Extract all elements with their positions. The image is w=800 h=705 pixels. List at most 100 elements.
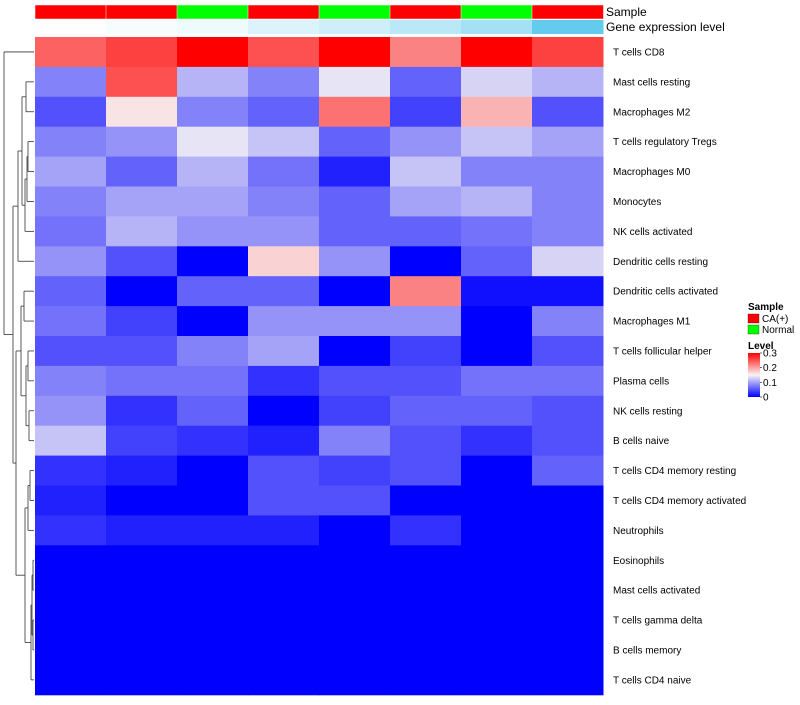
expression-annotation-bar [35, 20, 604, 34]
heatmap-cell [35, 66, 107, 98]
legend-swatch-normal [747, 324, 760, 335]
heatmap-cell [106, 425, 178, 457]
heatmap-cell [319, 365, 391, 397]
heatmap-cell [461, 276, 533, 307]
annotation-label-sample: Sample [606, 5, 647, 19]
heatmap-cell [390, 66, 462, 98]
row-label: Dendritic cells activated [613, 287, 718, 298]
heatmap-cell [532, 365, 604, 397]
row-label: Mast cells resting [613, 77, 690, 88]
heatmap-cell [106, 395, 178, 427]
heatmap-cell [177, 545, 249, 576]
heatmap-cell [35, 216, 107, 247]
legend-level-colorbar [748, 353, 760, 397]
heatmap-cell [248, 37, 320, 68]
heatmap-cell [319, 455, 391, 486]
heatmap-cell [248, 96, 320, 128]
heatmap-cell [390, 37, 462, 68]
heatmap-cell [532, 485, 604, 516]
heatmap-cell [319, 575, 391, 606]
heatmap-cell [532, 455, 604, 486]
sample-annotation-cell [176, 4, 249, 20]
heatmap-cell [461, 96, 533, 128]
heatmap-cell [177, 395, 249, 427]
heatmap-cell [106, 605, 178, 636]
row-label: T cells CD4 memory resting [613, 466, 736, 477]
heatmap-cell [106, 126, 178, 158]
heatmap-cell [248, 156, 320, 187]
heatmap-cell [248, 306, 320, 337]
row-label: NK cells activated [613, 227, 692, 238]
sample-annotation-cell [247, 4, 320, 20]
heatmap-cell [532, 216, 604, 247]
heatmap-cell [461, 664, 533, 696]
row-label: Neutrophils [613, 526, 664, 537]
heatmap-cell [319, 635, 391, 666]
heatmap-cell [532, 515, 604, 546]
heatmap-cell [248, 276, 320, 307]
heatmap-cell [177, 216, 249, 247]
heatmap-cell [177, 186, 249, 217]
row-label: T cells follicular helper [613, 346, 712, 357]
heatmap-cell [35, 605, 107, 636]
heatmap-cell [177, 156, 249, 187]
heatmap-cell [532, 336, 604, 367]
legend-label-ca: CA(+) [762, 314, 788, 325]
row-label: T cells CD8 [613, 47, 665, 58]
row-label: Eosinophils [613, 556, 664, 567]
heatmap-cell [390, 276, 462, 307]
heatmap-cell [319, 126, 391, 158]
heatmap-cell [532, 37, 604, 68]
heatmap-cell [177, 96, 249, 128]
heatmap-cell [106, 276, 178, 307]
heatmap-cell [461, 126, 533, 158]
heatmap-cell [248, 365, 320, 397]
heatmap-cell [319, 246, 391, 277]
heatmap-cell [177, 455, 249, 486]
row-label: T cells regulatory Tregs [613, 137, 717, 148]
heatmap-cell [461, 365, 533, 397]
heatmap-cell [177, 515, 249, 546]
heatmap-cell [461, 156, 533, 187]
heatmap-cell [390, 425, 462, 457]
heatmap-cell [532, 276, 604, 307]
heatmap-cell [461, 485, 533, 516]
heatmap-cell [532, 246, 604, 277]
heatmap-cell [106, 37, 178, 68]
heatmap-cell [390, 605, 462, 636]
heatmap-cell [35, 126, 107, 158]
row-label: Macrophages M1 [613, 317, 691, 328]
heatmap-cell [461, 395, 533, 427]
heatmap-cell [35, 395, 107, 427]
heatmap-cell [177, 276, 249, 307]
heatmap-cell [106, 306, 178, 337]
heatmap-cell [390, 216, 462, 247]
heatmap-cell [390, 336, 462, 367]
heatmap-cell [390, 545, 462, 576]
heatmap-cell [248, 575, 320, 606]
heatmap-cell [177, 306, 249, 337]
heatmap-cell [35, 365, 107, 397]
row-dendrogram [3, 51, 34, 681]
heatmap-cell [177, 664, 249, 696]
heatmap-cell [248, 425, 320, 457]
heatmap-cell [319, 664, 391, 696]
row-label: Monocytes [613, 197, 661, 208]
heatmap-cell [177, 66, 249, 98]
heatmap-cell [106, 664, 178, 696]
heatmap-cell [106, 515, 178, 546]
heatmap-cell [248, 455, 320, 486]
heatmap-cell [106, 246, 178, 277]
heatmap-cell [319, 276, 391, 307]
heatmap-cell [390, 515, 462, 546]
legend-level-tick-label: 0 [763, 393, 769, 404]
expression-annotation-cell [461, 20, 533, 34]
heatmap-cell [461, 455, 533, 486]
sample-annotation-cell [531, 4, 604, 20]
expression-annotation-cell [248, 20, 320, 34]
heatmap-cell [390, 395, 462, 427]
heatmap-cell [390, 156, 462, 187]
heatmap-cell [35, 664, 107, 696]
heatmap-cell [390, 96, 462, 128]
